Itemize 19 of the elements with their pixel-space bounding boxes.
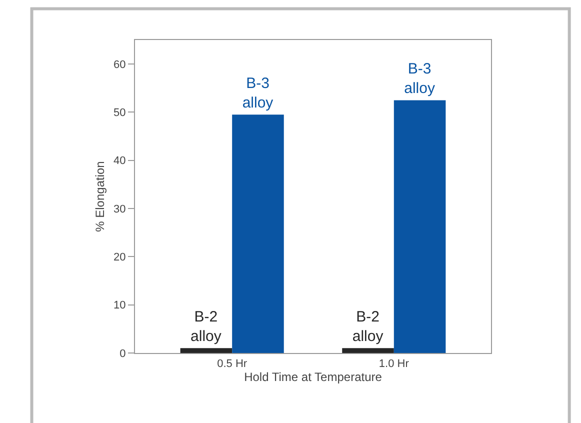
y-tick-label: 10: [114, 300, 126, 312]
y-tick-label: 0: [120, 348, 126, 360]
y-tick-label: 50: [114, 107, 126, 120]
y-tick-label: 60: [114, 58, 126, 71]
bar: [394, 100, 446, 353]
bar: [232, 114, 284, 353]
y-tick-label: 30: [114, 203, 126, 216]
x-axis-title: Hold Time at Temperature: [244, 370, 382, 384]
series-label: B-3 alloy: [242, 75, 274, 112]
bar: [180, 348, 232, 353]
x-tick-label: 0.5 Hr: [217, 358, 248, 370]
text: B-2 alloy: [352, 308, 384, 346]
bar: [342, 348, 394, 353]
x-tick-label: 1.0 Hr: [378, 358, 410, 370]
series-label: B-2 alloy: [190, 308, 222, 346]
y-axis-title: % Elongation: [92, 161, 107, 232]
y-tick-label: 20: [114, 252, 126, 264]
text: B-3 alloy: [404, 60, 435, 98]
y-tick-label: 40: [114, 155, 126, 168]
